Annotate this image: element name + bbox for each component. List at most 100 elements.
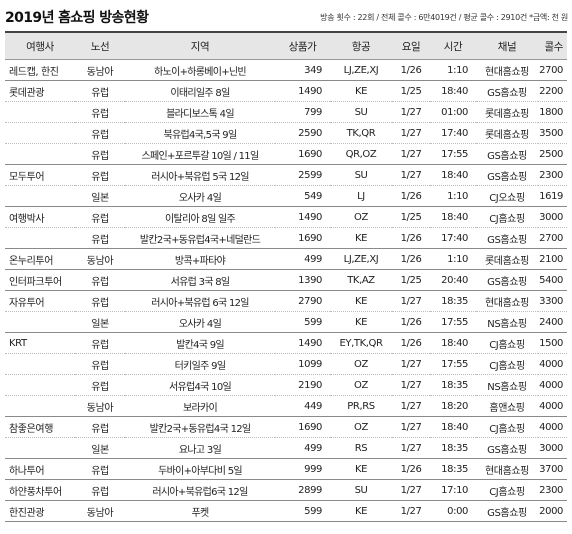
- area-cell: 이태리일주 8일: [125, 80, 275, 102]
- table-row: 일본 오사카 4일 549 LJ 1/26 1:10 CJ오쇼핑 1619: [5, 185, 567, 207]
- table-row: 일본 오사카 4일 599 KE 1/26 17:55 NS홈쇼핑 2400: [5, 311, 567, 333]
- calls-cell: 2100: [538, 248, 567, 270]
- route-cell: 유럽: [75, 353, 125, 375]
- table-row: 한진관광 동남아 푸켓 599 KE 1/27 0:00 GS홈쇼핑 2000: [5, 500, 567, 522]
- airline-cell: SU: [330, 479, 392, 501]
- time-cell: 0:00: [430, 500, 476, 522]
- area-cell: 터키일주 9일: [125, 353, 275, 375]
- area-cell: 요나고 3일: [125, 437, 275, 459]
- day-cell: 1/27: [392, 500, 430, 522]
- route-cell: 동남아: [75, 59, 125, 81]
- day-cell: 1/27: [392, 353, 430, 375]
- day-cell: 1/27: [392, 122, 430, 144]
- time-cell: 1:10: [430, 248, 476, 270]
- table-row: 인터파크투어 유럽 서유럽 3국 8일 1390 TK,AZ 1/25 20:40 GS홈쇼핑…: [5, 269, 567, 291]
- table-row: 동남아 보라카이 449 PR,RS 1/27 18:20 홈앤쇼핑 4000: [5, 395, 567, 417]
- time-cell: 1:10: [430, 59, 476, 81]
- route-cell: 일본: [75, 185, 125, 207]
- airline-cell: TK,QR: [330, 122, 392, 144]
- area-cell: 푸켓: [125, 500, 275, 522]
- price-cell: 1490: [275, 206, 330, 228]
- time-cell: 18:40: [430, 332, 476, 354]
- table-body: 레드캡, 한진 동남아 하노이+하롱베이+닌빈 349 LJ,ZE,XJ 1/26 1:10…: [5, 59, 567, 522]
- channel-cell: 현대홈쇼핑: [476, 458, 538, 480]
- channel-cell: NS홈쇼핑: [476, 374, 538, 396]
- price-cell: 2899: [275, 479, 330, 501]
- agency-cell: [5, 227, 75, 249]
- table-header-row: 여행사 노선 지역 상품가 항공 요일 시간 채널 콜수: [5, 31, 567, 60]
- airline-cell: SU: [330, 164, 392, 186]
- time-cell: 17:55: [430, 311, 476, 333]
- route-cell: 유럽: [75, 290, 125, 312]
- time-cell: 18:35: [430, 374, 476, 396]
- table-row: 유럽 터키일주 9일 1099 OZ 1/27 17:55 CJ홈쇼핑 4000: [5, 353, 567, 375]
- area-cell: 러시아+북유럽 5국 12일: [125, 164, 275, 186]
- calls-cell: 4000: [538, 374, 567, 396]
- airline-cell: KE: [330, 290, 392, 312]
- time-cell: 18:40: [430, 416, 476, 438]
- airline-cell: PR,RS: [330, 395, 392, 417]
- calls-cell: 3000: [538, 437, 567, 459]
- channel-cell: 롯데홈쇼핑: [476, 248, 538, 270]
- agency-cell: [5, 353, 75, 375]
- area-cell: 이탈리아 8일 일주: [125, 206, 275, 228]
- day-cell: 1/27: [392, 290, 430, 312]
- time-cell: 18:40: [430, 80, 476, 102]
- table-row: 참좋은여행 유럽 발칸2국+동유럽4국 12일 1690 OZ 1/27 18:40 CJ홈쇼…: [5, 416, 567, 438]
- channel-cell: 롯데홈쇼핑: [476, 101, 538, 123]
- day-cell: 1/27: [392, 143, 430, 165]
- calls-cell: 3500: [538, 122, 567, 144]
- route-cell: 유럽: [75, 206, 125, 228]
- route-cell: 유럽: [75, 332, 125, 354]
- agency-cell: [5, 395, 75, 417]
- summary-meta: 방송 횟수 : 22회 / 전체 콜수 : 6만4019건 / 평균 콜수 : …: [320, 13, 568, 22]
- area-cell: 발칸2국+동유럽4국 12일: [125, 416, 275, 438]
- time-cell: 17:55: [430, 143, 476, 165]
- calls-cell: 1800: [538, 101, 567, 123]
- price-cell: 2590: [275, 122, 330, 144]
- channel-cell: NS홈쇼핑: [476, 311, 538, 333]
- day-cell: 1/26: [392, 59, 430, 81]
- route-cell: 일본: [75, 311, 125, 333]
- agency-cell: 여행박사: [5, 206, 75, 228]
- airline-cell: TK,AZ: [330, 269, 392, 291]
- calls-cell: 4000: [538, 395, 567, 417]
- agency-cell: 인터파크투어: [5, 269, 75, 291]
- agency-cell: [5, 185, 75, 207]
- day-cell: 1/27: [392, 374, 430, 396]
- airline-cell: SU: [330, 101, 392, 123]
- channel-cell: CJ홈쇼핑: [476, 353, 538, 375]
- day-cell: 1/26: [392, 248, 430, 270]
- agency-cell: 모두투어: [5, 164, 75, 186]
- time-cell: 18:20: [430, 395, 476, 417]
- channel-cell: GS홈쇼핑: [476, 500, 538, 522]
- day-cell: 1/26: [392, 311, 430, 333]
- airline-cell: LJ,ZE,XJ: [330, 59, 392, 81]
- airline-cell: KE: [330, 80, 392, 102]
- area-cell: 오사카 4일: [125, 311, 275, 333]
- table-row: 모두투어 유럽 러시아+북유럽 5국 12일 2599 SU 1/27 18:40 GS홈쇼핑…: [5, 164, 567, 186]
- channel-cell: GS홈쇼핑: [476, 143, 538, 165]
- channel-cell: GS홈쇼핑: [476, 269, 538, 291]
- price-cell: 2190: [275, 374, 330, 396]
- price-cell: 1490: [275, 80, 330, 102]
- time-cell: 17:40: [430, 227, 476, 249]
- col-header-day: 요일: [392, 31, 430, 60]
- price-cell: 1390: [275, 269, 330, 291]
- calls-cell: 2200: [538, 80, 567, 102]
- broadcast-table: 여행사 노선 지역 상품가 항공 요일 시간 채널 콜수 레드캡, 한진 동남아 하…: [5, 31, 567, 522]
- airline-cell: EY,TK,QR: [330, 332, 392, 354]
- table-row: 유럽 서유럽4국 10일 2190 OZ 1/27 18:35 NS홈쇼핑 4000: [5, 374, 567, 396]
- time-cell: 18:35: [430, 290, 476, 312]
- channel-cell: 현대홈쇼핑: [476, 59, 538, 81]
- price-cell: 1099: [275, 353, 330, 375]
- col-header-calls: 콜수: [538, 31, 567, 60]
- col-header-area: 지역: [125, 31, 275, 60]
- area-cell: 하노이+하롱베이+닌빈: [125, 59, 275, 81]
- time-cell: 20:40: [430, 269, 476, 291]
- table-row: 유럽 스페인+포르투갈 10일 / 11일 1690 QR,OZ 1/27 17:55 GS…: [5, 143, 567, 165]
- day-cell: 1/27: [392, 416, 430, 438]
- channel-cell: GS홈쇼핑: [476, 437, 538, 459]
- agency-cell: 온누리투어: [5, 248, 75, 270]
